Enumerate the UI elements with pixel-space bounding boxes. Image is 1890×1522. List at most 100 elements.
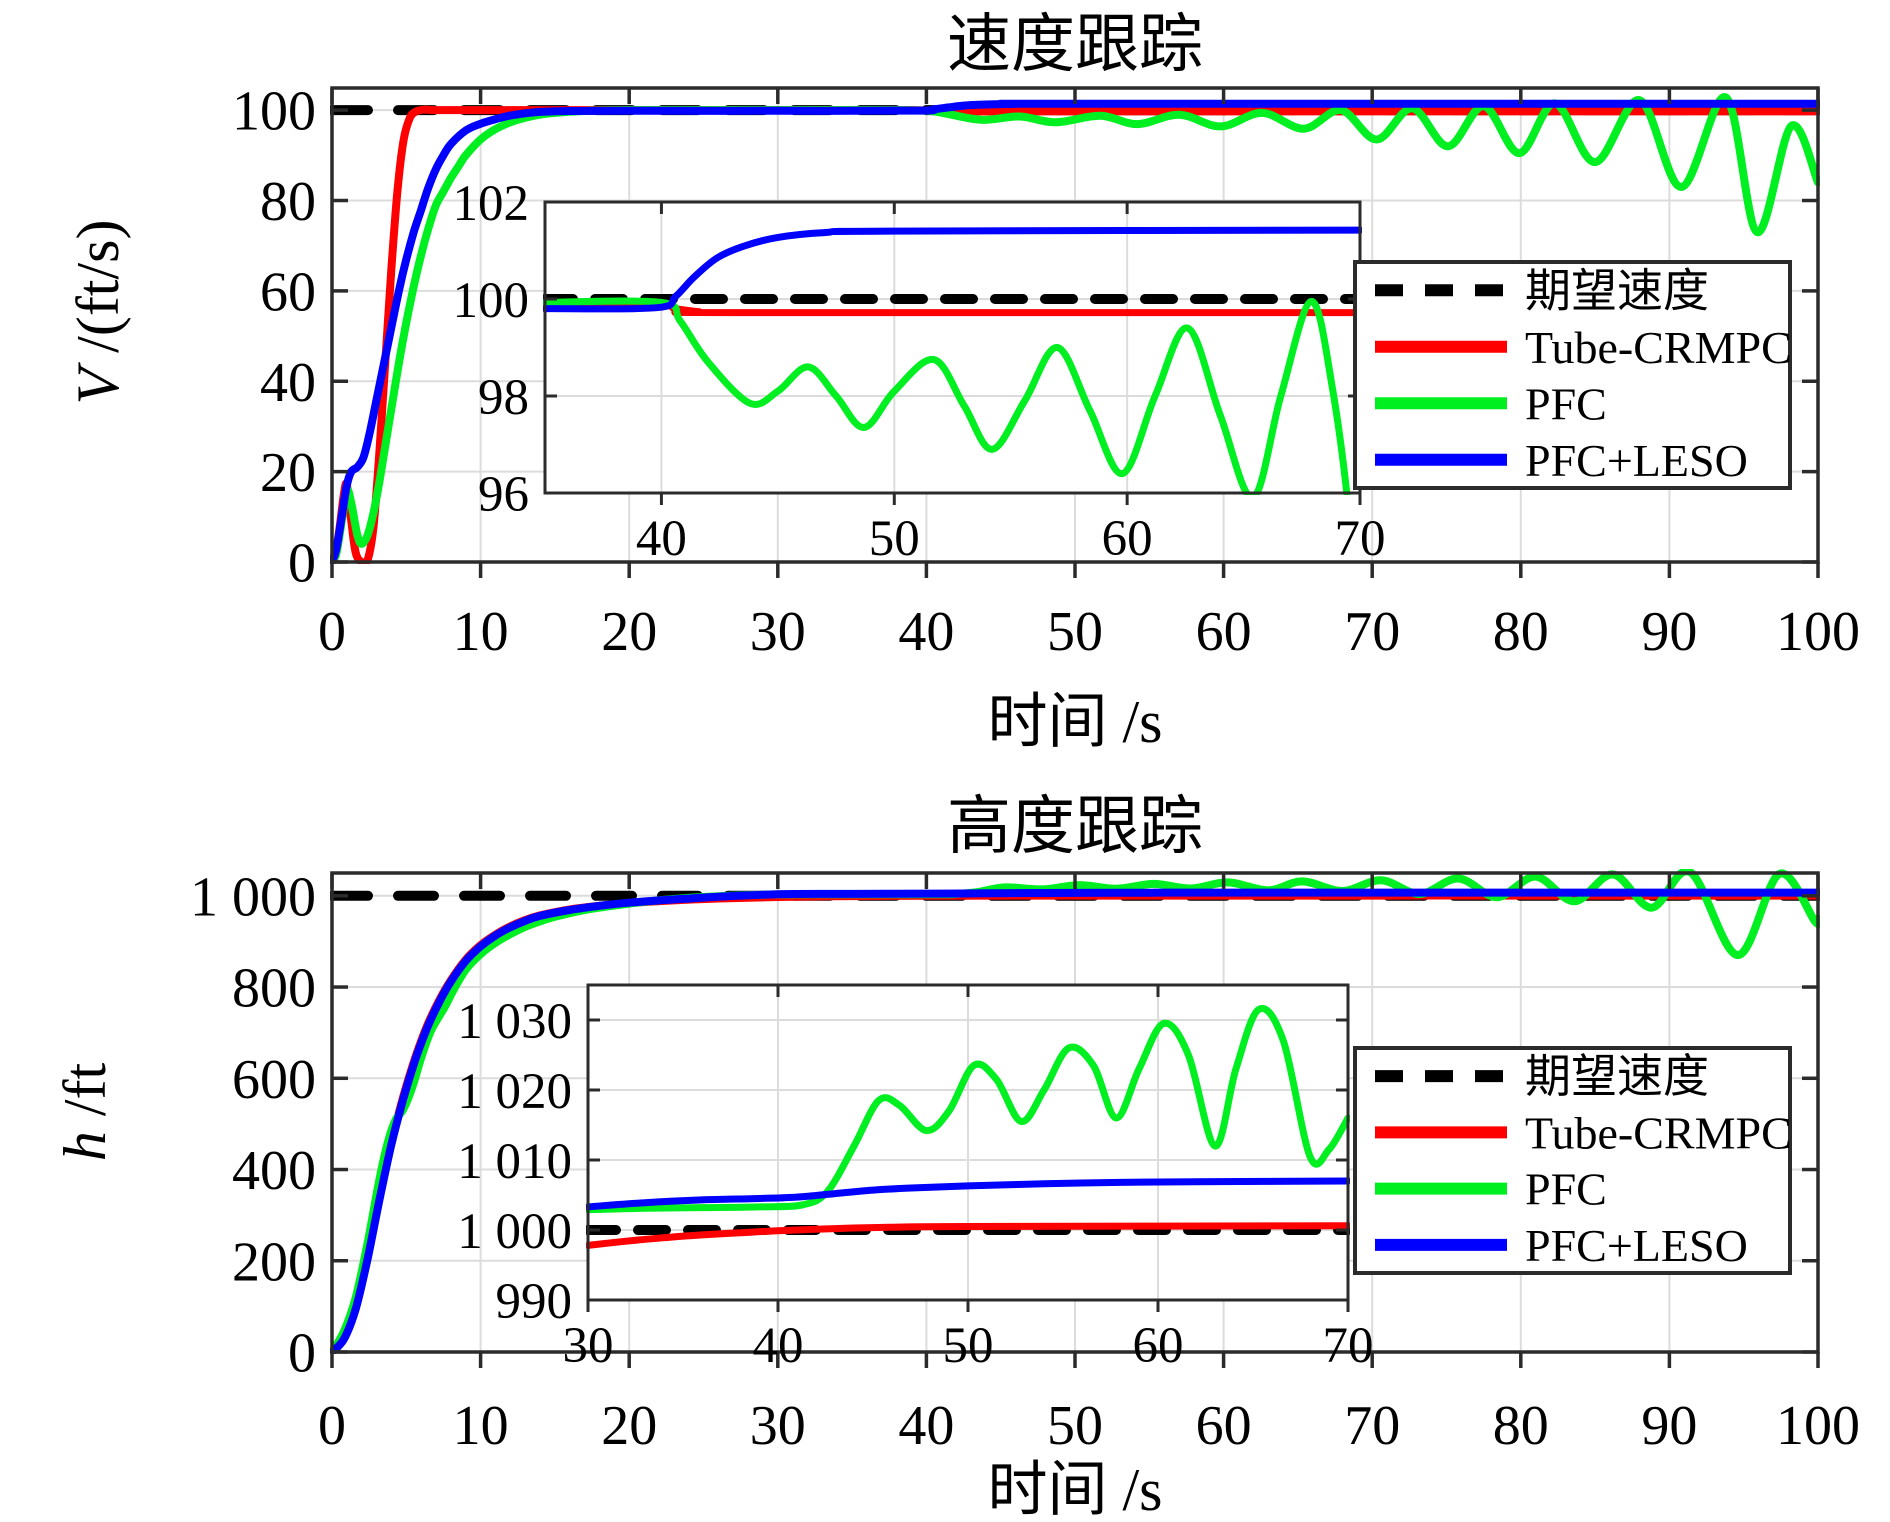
- legend-item: PFC+LESO: [1375, 1220, 1748, 1271]
- x-tick-label: 70: [1344, 1395, 1400, 1457]
- y-axis-label: h /ft: [52, 1063, 118, 1162]
- x-tick-label: 70: [1344, 601, 1400, 663]
- legend-label: PFC+LESO: [1525, 435, 1748, 486]
- x-axis-label: 时间 /s: [987, 1457, 1162, 1522]
- y-tick-label: 1 000: [457, 1204, 572, 1260]
- x-tick-label: 10: [453, 601, 509, 663]
- series-PFC+LESO: [330, 888, 1820, 1354]
- x-tick-label: 40: [898, 601, 954, 663]
- legend-item: PFC: [1375, 1164, 1607, 1215]
- legend-item: Tube-CRMPC: [1375, 1107, 1792, 1158]
- x-tick-label: 50: [869, 511, 920, 567]
- y-tick-label: 40: [260, 352, 316, 414]
- plot-background: [545, 202, 1360, 493]
- x-tick-label: 100: [1776, 601, 1860, 663]
- legend-item: PFC+LESO: [1375, 435, 1748, 486]
- x-tick-label: 90: [1641, 601, 1697, 663]
- x-tick-label: 80: [1493, 1395, 1549, 1457]
- y-tick-label: 1 020: [457, 1064, 572, 1120]
- legend-label: PFC+LESO: [1525, 1220, 1748, 1271]
- x-tick-label: 0: [318, 1395, 346, 1457]
- x-tick-label: 60: [1102, 511, 1153, 567]
- x-tick-label: 50: [1047, 1395, 1103, 1457]
- series-group: [330, 869, 1820, 1354]
- y-tick-label: 102: [453, 176, 530, 232]
- chart-title: 速度跟踪: [947, 9, 1203, 80]
- x-tick-label: 20: [601, 601, 657, 663]
- x-tick-label: 40: [898, 1395, 954, 1457]
- x-tick-label: 100: [1776, 1395, 1860, 1457]
- series-Tube-CRMPC: [330, 105, 1820, 564]
- series-group: [330, 93, 1820, 564]
- legend-item: 期望速度: [1375, 1051, 1709, 1102]
- y-axis-label: V /(ft/s): [65, 220, 131, 405]
- legend-label: PFC: [1525, 378, 1607, 429]
- spines: [330, 86, 1820, 564]
- inset-panel: 30 40 50 60 70 990 1 000 1 010 1 020 1 030: [457, 983, 1374, 1374]
- chart-title: 高度跟踪: [947, 791, 1203, 862]
- y-tick-label: 1 030: [457, 994, 572, 1050]
- y-tick-label: 60: [260, 261, 316, 323]
- series-group: [586, 1005, 1350, 1249]
- x-axis-label: 时间 /s: [987, 689, 1162, 755]
- x-tick-label: 10: [453, 1395, 509, 1457]
- spines: [586, 983, 1350, 1302]
- y-tick-label: 100: [232, 81, 316, 143]
- legend-label: Tube-CRMPC: [1525, 1107, 1792, 1158]
- ticks: [330, 873, 1820, 1368]
- spines: [330, 871, 1820, 1354]
- x-tick-label: 50: [943, 1318, 994, 1374]
- legend-label: 期望速度: [1525, 1051, 1709, 1102]
- series-PFC: [586, 1005, 1350, 1214]
- y-tick-label: 0: [288, 1323, 316, 1385]
- legend-label: 期望速度: [1525, 265, 1709, 316]
- y-tick-label: 100: [453, 273, 530, 329]
- series-PFC: [543, 297, 1351, 495]
- x-tick-label: 70: [1323, 1318, 1374, 1374]
- x-tick-label: 30: [563, 1318, 614, 1374]
- legend-label: PFC: [1525, 1164, 1607, 1215]
- y-tick-label: 800: [232, 958, 316, 1020]
- y-tick-label: 0: [288, 533, 316, 595]
- legend-item: 期望速度: [1375, 265, 1709, 316]
- x-tick-label: 80: [1493, 601, 1549, 663]
- ticks: [330, 88, 1820, 578]
- x-tick-label: 50: [1047, 601, 1103, 663]
- x-tick-label: 30: [750, 1395, 806, 1457]
- series-Tube-CRMPC: [586, 1222, 1350, 1249]
- x-tick-label: 40: [636, 511, 687, 567]
- series-group: [543, 226, 1362, 495]
- x-tick-label: 60: [1133, 1318, 1184, 1374]
- series-PFC+LESO: [330, 99, 1820, 564]
- x-tick-label: 20: [601, 1395, 657, 1457]
- y-tick-label: 200: [232, 1231, 316, 1293]
- y-tick-label: 1 010: [457, 1134, 572, 1190]
- x-tick-label: 90: [1641, 1395, 1697, 1457]
- legend-box: [1353, 260, 1792, 490]
- legend-item: PFC: [1375, 378, 1607, 429]
- y-tick-label: 98: [478, 370, 529, 426]
- x-tick-label: 40: [753, 1318, 804, 1374]
- x-tick-label: 30: [750, 601, 806, 663]
- inset-panel: 40 50 60 70 96 98 100 102: [453, 176, 1386, 567]
- y-tick-label: 80: [260, 171, 316, 233]
- x-tick-label: 60: [1196, 1395, 1252, 1457]
- legend-box: [1353, 1046, 1792, 1275]
- series-PFC+LESO: [543, 226, 1362, 313]
- y-tick-label: 600: [232, 1049, 316, 1111]
- y-tick-label: 96: [478, 467, 529, 523]
- x-tick-label: 60: [1196, 601, 1252, 663]
- series-PFC+LESO: [586, 1177, 1350, 1211]
- y-tick-label: 20: [260, 442, 316, 504]
- chart-velocity: 0 10 20 30 40 50 60 70 80 90 100 0 20 40 60 80 100 40 50 60…: [65, 9, 1860, 755]
- y-tick-label: 990: [496, 1274, 573, 1330]
- legend-label: Tube-CRMPC: [1525, 322, 1792, 373]
- y-tick-label: 400: [232, 1140, 316, 1202]
- x-tick-label: 0: [318, 601, 346, 663]
- legend-item: Tube-CRMPC: [1375, 322, 1792, 373]
